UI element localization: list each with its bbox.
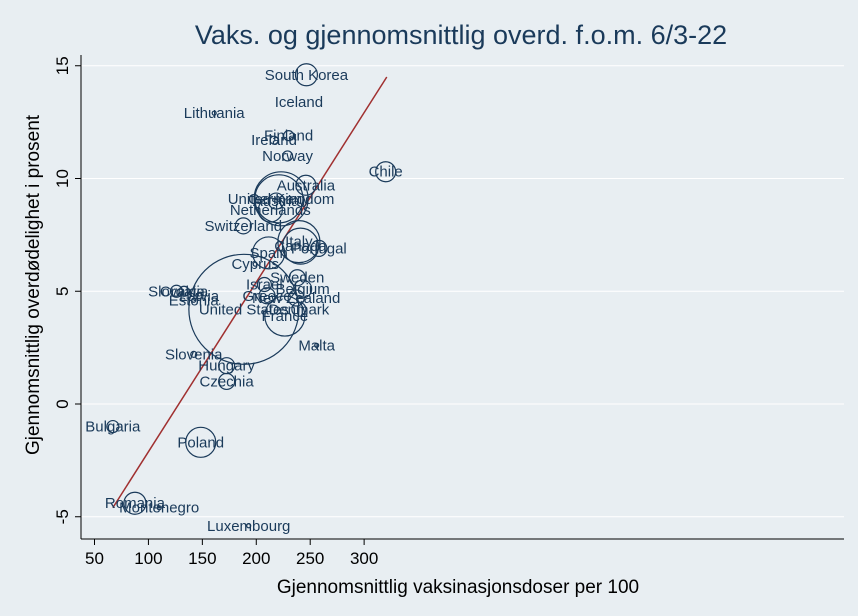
point-label-sweden: Sweden xyxy=(270,270,324,287)
axis-ticks: -5 0 5 10 15 50 100 150 200 250 300 xyxy=(53,56,378,568)
point-united-states xyxy=(188,253,300,365)
point-luxembourg xyxy=(246,523,252,529)
point-germany xyxy=(254,174,304,224)
point-label-romania: Romania xyxy=(105,495,166,512)
x-axis-title: Gjennomsnittlig vaksinasjonsdoser per 10… xyxy=(277,577,639,598)
point-label-australia: Australia xyxy=(277,177,336,194)
point-new-zealand xyxy=(287,289,305,307)
point-malta xyxy=(314,342,320,348)
point-label-slovenia: Slovenia xyxy=(165,346,223,363)
point-bulgaria xyxy=(106,419,120,434)
point-lithuania xyxy=(211,110,217,116)
point-estonia xyxy=(191,297,197,303)
y-tick-label: 5 xyxy=(53,287,72,296)
point-cyprus xyxy=(252,261,258,267)
point-latvia xyxy=(195,292,203,300)
point-label-united-kingdom: United Kingdom xyxy=(228,191,335,208)
point-italy xyxy=(277,220,321,264)
point-israel xyxy=(256,276,272,293)
point-label-france: France xyxy=(262,308,309,325)
y-tick-label: 0 xyxy=(53,399,72,408)
point-romania xyxy=(123,491,147,515)
point-label-luxembourg: Luxembourg xyxy=(207,518,290,535)
point-slovakia xyxy=(169,284,184,298)
point-czechia xyxy=(218,372,236,391)
grid-lines xyxy=(81,65,844,518)
point-label-netherlands: Netherlands xyxy=(230,202,311,219)
fit-line xyxy=(112,76,388,509)
point-label-switzerland: Switzerland xyxy=(205,218,283,235)
x-tick-label: 150 xyxy=(188,549,216,568)
point-label-austria: Austria xyxy=(253,193,300,210)
point-label-germany: Germany xyxy=(248,191,310,208)
y-axis-title: Gjennomsnittlig overdødelighet i prosent xyxy=(23,114,44,455)
point-label-hungary: Hungary xyxy=(198,358,255,375)
point-norway xyxy=(281,150,294,162)
point-label-finland: Finland xyxy=(264,128,313,145)
point-label-slovakia: Slovakia xyxy=(148,283,205,300)
x-tick-label: 100 xyxy=(134,549,162,568)
point-label-new-zealand: New Zealand xyxy=(252,290,340,307)
point-label-spain: Spain xyxy=(249,245,287,262)
point-label-denmark: Denmark xyxy=(268,301,329,318)
y-tick-label: 15 xyxy=(53,56,72,75)
point-spain xyxy=(252,236,286,270)
point-croatia xyxy=(178,285,190,297)
point-chile xyxy=(375,161,397,183)
y-tick-label: -5 xyxy=(53,509,72,524)
x-tick-label: 250 xyxy=(296,549,324,568)
plot-area xyxy=(81,55,844,539)
chart-title: Vaks. og gjennomsnittlig overd. f.o.m. 6… xyxy=(195,20,727,50)
point-label-ireland: Ireland xyxy=(251,132,297,149)
point-poland xyxy=(185,426,217,458)
point-ireland xyxy=(269,135,279,145)
point-label-chile: Chile xyxy=(369,164,403,181)
point-label-lithuania: Lithuania xyxy=(184,105,246,122)
x-tick-label: 200 xyxy=(242,549,270,568)
point-belgium xyxy=(293,279,313,299)
data-points: South Korea Iceland Lithuania FinlandIrelan… xyxy=(85,63,403,535)
point-label-italy: Italy xyxy=(285,234,313,251)
point-label-cyprus: Cyprus xyxy=(231,256,279,273)
point-netherlands xyxy=(257,197,283,223)
point-switzerland xyxy=(234,217,252,235)
point-south-korea xyxy=(294,63,319,87)
point-label-poland: Poland xyxy=(177,434,224,451)
point-label-portugal: Portugal xyxy=(291,240,347,257)
x-tick-label: 50 xyxy=(85,549,104,568)
point-label-czechia: Czechia xyxy=(200,373,255,390)
x-tick-label: 300 xyxy=(350,549,378,568)
point-label-united-states: United States xyxy=(199,301,289,318)
point-portugal xyxy=(310,239,328,258)
point-france xyxy=(264,295,306,337)
point-label-estonia: Estonia xyxy=(169,292,220,309)
point-label-south-korea: South Korea xyxy=(265,67,349,84)
y-tick-label: 10 xyxy=(53,169,72,188)
point-greece xyxy=(258,287,276,305)
point-australia xyxy=(295,174,317,196)
point-austria xyxy=(267,192,285,210)
point-montenegro xyxy=(156,505,162,511)
point-label-montenegro: Montenegro xyxy=(119,500,199,517)
point-label-iceland: Iceland xyxy=(275,94,323,111)
point-label-bulgaria: Bulgaria xyxy=(85,419,141,436)
point-label-israel: Israel xyxy=(246,276,283,293)
point-slovenia xyxy=(190,350,198,358)
point-canada xyxy=(281,227,320,265)
point-label-greece: Greece xyxy=(242,288,291,305)
point-label-norway: Norway xyxy=(262,148,313,165)
point-united-kingdom xyxy=(253,171,309,227)
point-label-malta: Malta xyxy=(298,337,335,354)
point-finland xyxy=(283,130,295,142)
